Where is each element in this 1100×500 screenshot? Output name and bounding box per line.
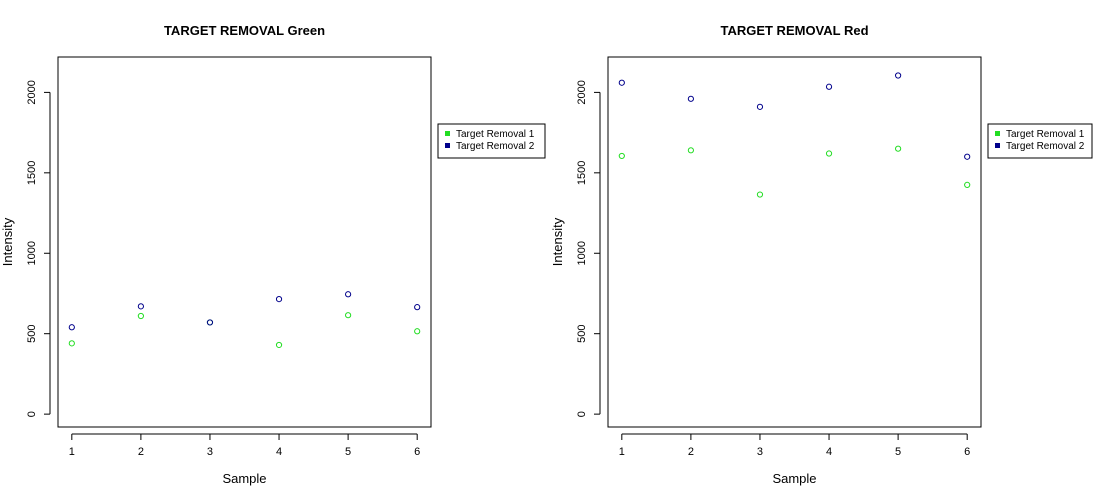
- x-tick-label: 3: [207, 446, 213, 458]
- data-point: [895, 72, 902, 79]
- data-point: [756, 191, 764, 198]
- data-point: [137, 303, 144, 310]
- data-point: [687, 147, 694, 154]
- data-point: [825, 83, 833, 90]
- x-tick-label: 4: [276, 446, 282, 458]
- chart-panel-2: TARGET REMOVAL Red 1 2 3 4 5 6 Sample 0 500 1000 15…: [550, 23, 1093, 486]
- x-tick-label: 1: [69, 446, 75, 458]
- x-axis-label: Sample: [772, 471, 816, 486]
- y-tick-label: 1000: [26, 241, 38, 265]
- x-tick-label: 5: [345, 446, 351, 458]
- y-tick-label: 500: [26, 325, 38, 343]
- data-point: [825, 150, 833, 157]
- data-point: [137, 312, 144, 320]
- data-point: [345, 291, 352, 298]
- data-point: [275, 341, 283, 349]
- legend-swatch: [445, 143, 450, 148]
- y-tick-label: 1500: [576, 161, 588, 185]
- y-tick-label: 2000: [576, 80, 588, 104]
- plot-frame: [607, 56, 982, 428]
- legend-box: [437, 123, 546, 159]
- data-point: [345, 312, 352, 319]
- y-tick-label: 1500: [26, 161, 38, 185]
- data-point: [618, 79, 625, 86]
- data-point: [206, 319, 214, 326]
- legend-box: [987, 123, 1093, 159]
- series-1: [618, 145, 971, 198]
- y-axis-label: Intensity: [0, 217, 15, 266]
- chart-panel-1: TARGET REMOVAL Green 1 2 3 4 5 6 Sample 0 500 1000…: [0, 23, 546, 486]
- data-point: [964, 153, 971, 160]
- x-tick-label: 6: [414, 446, 420, 458]
- y-tick-label: 0: [26, 411, 38, 417]
- x-tick-label: 2: [138, 446, 144, 458]
- legend-label: Target Removal 2: [1006, 141, 1085, 152]
- data-point: [756, 103, 764, 110]
- data-point: [275, 296, 283, 303]
- data-point: [68, 340, 75, 347]
- series-2: [618, 72, 971, 160]
- plot-frame: [57, 56, 432, 428]
- legend-swatch: [445, 131, 450, 136]
- legend-label: Target Removal 1: [1006, 129, 1085, 140]
- x-tick-label: 5: [895, 446, 901, 458]
- y-axis-label: Intensity: [550, 217, 565, 266]
- x-tick-label: 6: [964, 446, 970, 458]
- legend-label: Target Removal 2: [456, 141, 535, 152]
- y-tick-label: 1000: [576, 241, 588, 265]
- x-axis-label: Sample: [222, 471, 266, 486]
- y-tick-label: 2000: [26, 80, 38, 104]
- chart-title: TARGET REMOVAL Red: [720, 23, 868, 38]
- data-point: [618, 152, 625, 160]
- data-point: [68, 324, 75, 331]
- x-tick-label: 1: [619, 446, 625, 458]
- y-tick-label: 0: [576, 411, 588, 417]
- data-point: [687, 95, 694, 102]
- data-point: [895, 145, 902, 152]
- legend-label: Target Removal 1: [456, 129, 535, 140]
- series-2: [68, 291, 421, 331]
- chart-title: TARGET REMOVAL Green: [164, 23, 325, 38]
- x-tick-label: 4: [826, 446, 832, 458]
- legend-swatch: [995, 131, 1000, 136]
- x-tick-label: 2: [688, 446, 694, 458]
- data-point: [414, 328, 421, 335]
- data-point: [964, 181, 971, 188]
- series-1: [68, 312, 421, 349]
- legend-swatch: [995, 143, 1000, 148]
- y-tick-label: 500: [576, 325, 588, 343]
- data-point: [414, 304, 421, 311]
- x-tick-label: 3: [757, 446, 763, 458]
